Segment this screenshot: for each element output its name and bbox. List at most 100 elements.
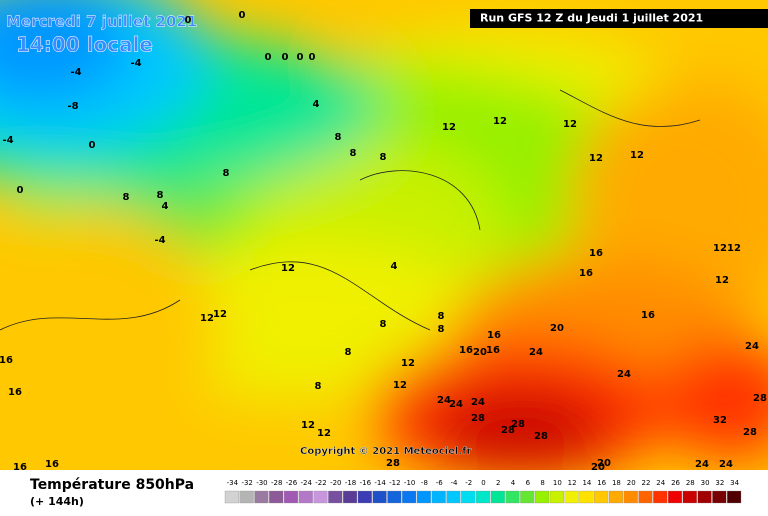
colorbar-swatch [727,490,742,504]
contour-label: 12 [713,243,727,254]
colorbar-swatch [682,490,697,504]
colorbar-swatch [608,490,623,504]
contour-label: 24 [617,369,631,380]
contour-label: 12 [715,275,729,286]
contour-label: 12 [401,358,415,369]
colorbar-label: 10 [553,479,562,487]
colorbar-label: 8 [540,479,544,487]
contour-label: 16 [579,268,593,279]
colorbar-label: -30 [256,479,267,487]
colorbar-swatch [697,490,712,504]
colorbar-label: -12 [389,479,400,487]
colorbar-label: 12 [568,479,577,487]
contour-label: 8 [315,381,322,392]
colorbar-swatch [269,490,284,504]
contour-label: 12 [317,428,331,439]
colorbar-swatch [254,490,269,504]
contour-label: 0 [17,185,24,196]
contour-label: 16 [13,462,27,473]
contour-label: 20 [550,323,564,334]
colorbar-label: 20 [627,479,636,487]
colorbar-swatch [505,490,520,504]
contour-label: 24 [437,395,451,406]
colorbar: -34 -32 -30 -28 -26 -24 -22 -20 -18 -16 -14 -12 -10-… [224,479,742,504]
colorbar-swatch [446,490,461,504]
contour-label: 16 [641,310,655,321]
colorbar-swatch [712,490,727,504]
contour-label: 24 [719,459,733,470]
colorbar-swatch [387,490,402,504]
contour-label: 8 [223,168,230,179]
colorbar-swatch [402,490,417,504]
contour-label: 8 [345,347,352,358]
colorbar-swatch [475,490,491,504]
contour-label: 12 [589,153,603,164]
contour-label: -8 [67,101,78,112]
contour-label: 28 [501,425,515,436]
colorbar-label: -2 [465,479,472,487]
contour-label: 24 [529,347,543,358]
colorbar-swatch [416,490,431,504]
contour-label: 24 [695,459,709,470]
contour-label: 28 [753,393,767,404]
colorbar-swatch [461,490,476,504]
colorbar-swatch [520,490,535,504]
colorbar-swatch [638,490,653,504]
colorbar-swatch [343,490,358,504]
colorbar-label: 24 [656,479,665,487]
contour-label: 12 [281,263,295,274]
colorbar-label: 4 [511,479,516,487]
contour-label: 0 [309,52,316,63]
colorbar-label: 32 [715,479,724,487]
contour-label: -4 [2,135,13,146]
colorbar-label: -10 [404,479,415,487]
contour-label: 8 [438,324,445,335]
colorbar-label: 28 [686,479,695,487]
contour-label: 12 [393,380,407,391]
colorbar-label: 14 [582,479,591,487]
contour-label: 28 [534,431,548,442]
contour-label: 16 [589,248,603,259]
contour-label: 12 [200,313,214,324]
contour-label: 28 [511,419,525,430]
run-info: Run GFS 12 Z du Jeudi 1 juillet 2021 [480,12,703,25]
contour-label: 32 [713,415,727,426]
colorbar-swatch [564,490,579,504]
colorbar-label: 30 [701,479,710,487]
colorbar-swatch [372,490,387,504]
contour-label: 0 [239,10,246,21]
contour-label: 4 [162,201,169,212]
colorbar-swatch [653,490,668,504]
contour-label: 8 [123,192,130,203]
contour-label: 4 [391,261,398,272]
contour-label: 8 [380,319,387,330]
time: 14:00 locale [16,33,153,57]
run-box [470,9,768,28]
contour-label: 12 [213,309,227,320]
contour-label: 20 [473,347,487,358]
contour-label: -4 [154,235,165,246]
colorbar-swatch [594,490,609,504]
colorbar-swatch [224,490,239,504]
colorbar-label: 6 [526,479,531,487]
colorbar-swatch [313,490,328,504]
colorbar-label: -28 [271,479,282,487]
colorbar-swatch [283,490,299,504]
colorbar-label: -32 [241,479,252,487]
contour-label: 0 [297,52,304,63]
coastline [0,89,701,331]
contour-label: 8 [380,152,387,163]
contour-label: 12 [563,119,577,130]
contour-label: 16 [8,387,22,398]
contour-label: 0 [265,52,272,63]
date: Mercredi 7 juillet 2021 [6,13,197,31]
colorbar-label: 22 [642,479,651,487]
colorbar-swatch [623,490,638,504]
contour-label: 24 [449,399,463,410]
colorbar-swatch [431,490,446,504]
colorbar-label: -18 [345,479,356,487]
colorbar-swatch [535,490,550,504]
contour-label: 16 [45,459,59,470]
